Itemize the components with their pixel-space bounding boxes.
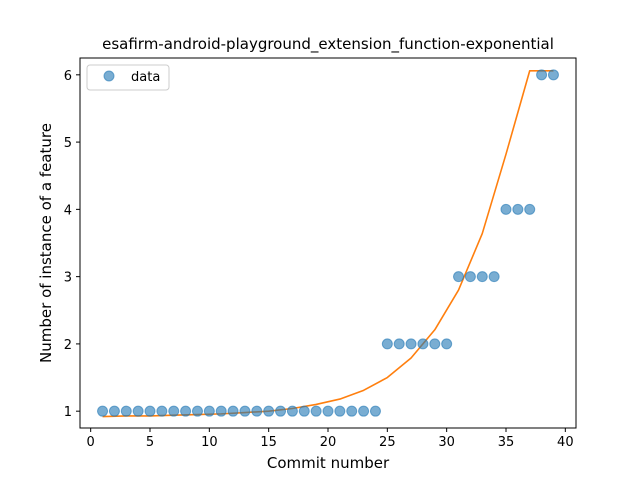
legend-marker: [103, 70, 115, 82]
data-point: [417, 338, 429, 350]
data-point: [381, 338, 393, 350]
data-point: [453, 271, 465, 283]
data-point: [322, 405, 334, 417]
data-point: [203, 405, 215, 417]
x-tick-label: 25: [379, 435, 396, 450]
x-tick-label: 35: [498, 435, 515, 450]
data-point: [108, 405, 120, 417]
chart-title: esafirm-android-playground_extension_fun…: [102, 35, 554, 54]
data-point: [536, 69, 548, 81]
data-point: [168, 405, 180, 417]
data-point: [346, 405, 358, 417]
data-point: [334, 405, 346, 417]
legend: data: [86, 64, 170, 91]
data-point: [547, 69, 559, 81]
x-tick-label: 20: [320, 435, 337, 450]
x-tick-label: 5: [146, 435, 154, 450]
data-point: [488, 271, 500, 283]
fit-line: [102, 69, 554, 418]
x-tick-label: 0: [87, 435, 95, 450]
data-point: [310, 405, 322, 417]
y-tick-label: 2: [64, 338, 72, 353]
data-point: [286, 405, 298, 417]
data-point: [132, 405, 144, 417]
data-point: [464, 271, 476, 283]
x-tick-label: 10: [201, 435, 218, 450]
y-axis: 1 2 3 4 5 6: [64, 69, 80, 420]
data-point: [405, 338, 417, 350]
data-point: [358, 405, 370, 417]
data-points: [97, 69, 559, 417]
y-tick-label: 4: [64, 203, 72, 218]
y-tick-label: 3: [64, 271, 72, 286]
x-tick-label: 15: [260, 435, 277, 450]
x-tick-label: 30: [438, 435, 455, 450]
data-point: [500, 203, 512, 215]
data-point: [144, 405, 156, 417]
data-point: [191, 405, 203, 417]
data-point: [215, 405, 227, 417]
y-tick-label: 6: [64, 69, 72, 84]
y-axis-label: Number of instance of a feature: [37, 123, 55, 363]
data-point: [97, 405, 109, 417]
fit-line-layer: [102, 69, 554, 418]
data-point: [393, 338, 405, 350]
data-point: [227, 405, 239, 417]
data-point: [275, 405, 287, 417]
data-point: [369, 405, 381, 417]
data-point: [239, 405, 251, 417]
legend-entry-data: data: [131, 70, 160, 85]
data-point: [476, 271, 488, 283]
data-point: [156, 405, 168, 417]
data-point: [441, 338, 453, 350]
x-axis-label: Commit number: [267, 454, 390, 472]
data-point: [429, 338, 441, 350]
x-tick-label: 40: [557, 435, 574, 450]
data-point: [263, 405, 275, 417]
data-point: [512, 203, 524, 215]
data-point: [298, 405, 310, 417]
y-tick-label: 1: [64, 405, 72, 420]
y-tick-label: 5: [64, 136, 72, 151]
data-point: [120, 405, 132, 417]
data-point: [524, 203, 536, 215]
data-point: [251, 405, 263, 417]
x-axis: 0 5 10 15 20 25 30 35 40: [87, 428, 574, 450]
data-point: [180, 405, 192, 417]
